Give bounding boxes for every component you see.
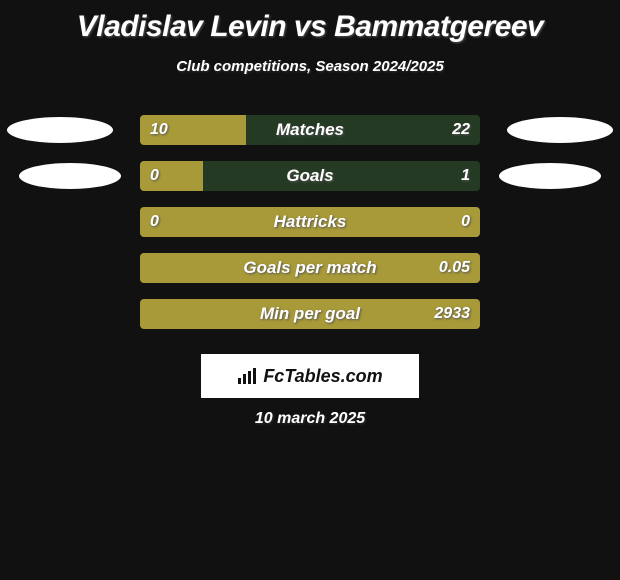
bar-container: Min per goal 2933: [140, 299, 480, 329]
stat-label: Matches: [140, 115, 480, 145]
logo-label: FcTables.com: [263, 366, 382, 387]
bar-container: 0 Hattricks 0: [140, 207, 480, 237]
logo-text: FcTables.com: [237, 366, 382, 387]
stat-row-gpm: Goals per match 0.05: [0, 253, 620, 283]
player2-badge: [499, 163, 601, 189]
stat-right-value: 0.05: [439, 253, 470, 283]
player1-badge: [7, 117, 113, 143]
bar-container: 0 Goals 1: [140, 161, 480, 191]
stat-right-value: 1: [461, 161, 470, 191]
stat-row-matches: 10 Matches 22: [0, 115, 620, 145]
bar-container: 10 Matches 22: [140, 115, 480, 145]
bar-container: Goals per match 0.05: [140, 253, 480, 283]
stat-label: Goals: [140, 161, 480, 191]
player1-badge: [19, 163, 121, 189]
stat-row-goals: 0 Goals 1: [0, 161, 620, 191]
chart-icon: [237, 367, 259, 385]
comparison-area: 10 Matches 22 0 Goals 1 0 Hattricks 0: [0, 115, 620, 329]
logo: FcTables.com: [201, 354, 419, 398]
stat-row-mpg: Min per goal 2933: [0, 299, 620, 329]
stat-label: Hattricks: [140, 207, 480, 237]
stat-right-value: 2933: [434, 299, 470, 329]
stat-label: Min per goal: [140, 299, 480, 329]
player2-badge: [507, 117, 613, 143]
stat-label: Goals per match: [140, 253, 480, 283]
stat-right-value: 22: [452, 115, 470, 145]
stat-row-hattricks: 0 Hattricks 0: [0, 207, 620, 237]
page-title: Vladislav Levin vs Bammatgereev: [0, 0, 620, 44]
stat-right-value: 0: [461, 207, 470, 237]
subtitle: Club competitions, Season 2024/2025: [0, 58, 620, 75]
date-text: 10 march 2025: [0, 410, 620, 428]
